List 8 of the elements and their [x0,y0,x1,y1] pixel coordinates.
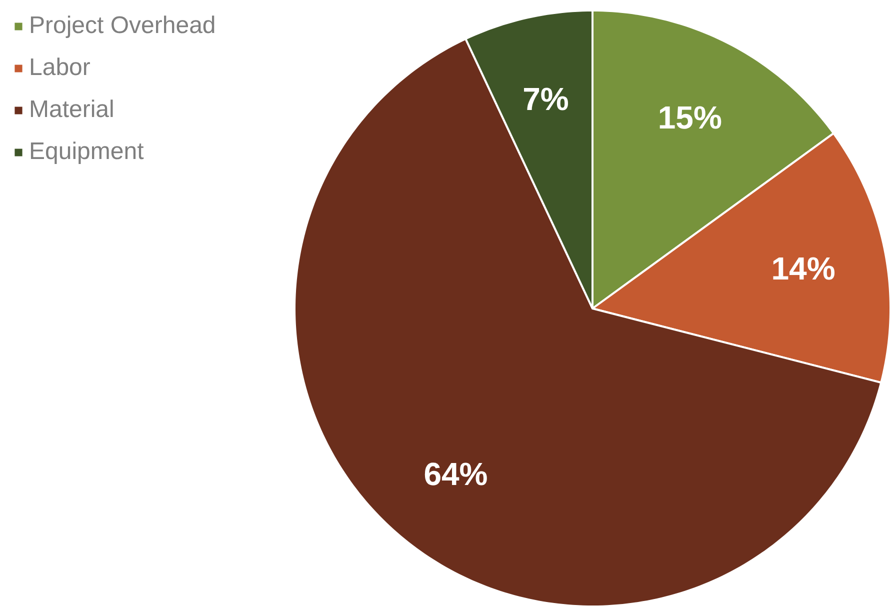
legend-label: Equipment [29,138,144,166]
legend-label: Material [29,96,114,124]
legend-label: Project Overhead [29,12,216,40]
legend-label: Labor [29,54,90,82]
data-label: 14% [771,250,836,286]
data-label: 15% [658,99,722,136]
data-label: 64% [424,456,488,492]
data-label: 7% [522,81,569,118]
